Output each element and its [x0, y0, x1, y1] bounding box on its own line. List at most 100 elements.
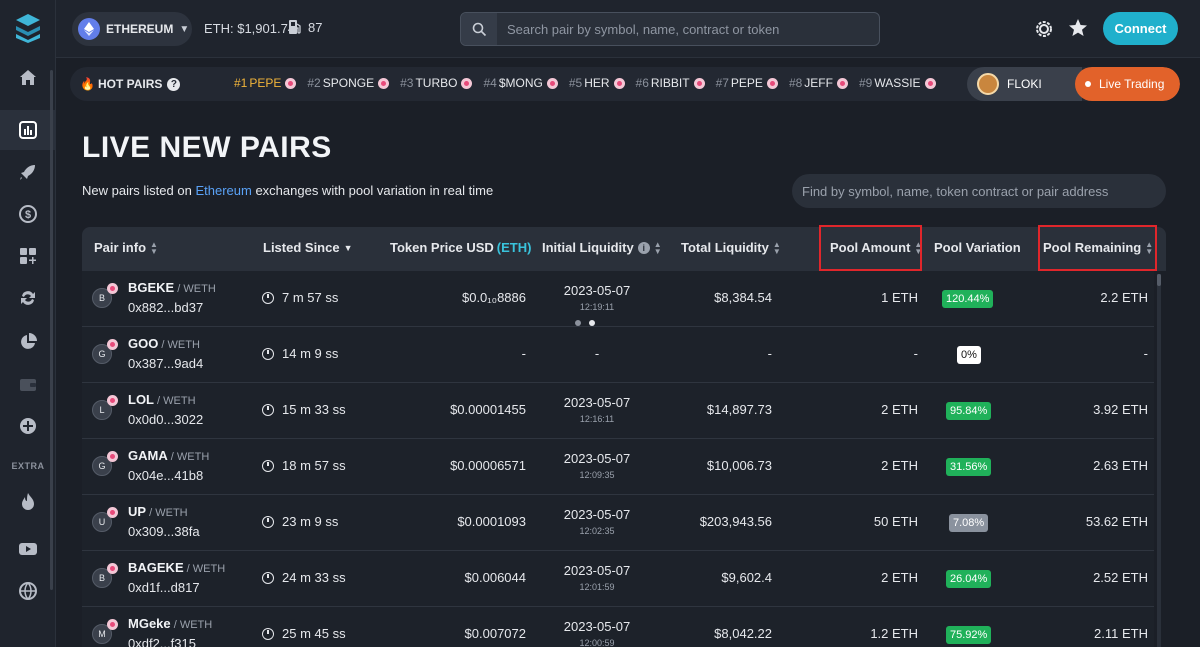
pair-address[interactable]: 0xdf2...f315	[128, 636, 196, 647]
liquidity-date: -	[594, 346, 600, 361]
pair-address[interactable]: 0x0d0...3022	[128, 412, 204, 427]
uniswap-icon	[378, 77, 390, 89]
table-row[interactable]: M MGeke / WETH 0xdf2...f315 25 m 45 ss $…	[82, 607, 1154, 647]
hot-pair-item[interactable]: #6 RIBBIT	[636, 76, 705, 90]
hot-pair-item[interactable]: #2 SPONGE	[307, 76, 390, 90]
promo-name: FLOKI	[1007, 77, 1042, 91]
table-row[interactable]: L LOL / WETH 0x0d0...3022 15 m 33 ss $0.…	[82, 383, 1154, 439]
gear-icon[interactable]	[1033, 18, 1055, 40]
sort-icon: ▲ ▼	[150, 239, 158, 256]
listed-since: 18 m 57 ss	[262, 458, 346, 473]
pool-amount: 1.2 ETH	[870, 626, 918, 641]
col-initial-liquidity[interactable]: Initial Liquidity i ▲ ▼	[542, 239, 662, 256]
pool-amount: 1 ETH	[881, 290, 918, 305]
youtube-icon[interactable]	[0, 529, 56, 569]
apps-icon[interactable]	[0, 236, 56, 276]
pair-address[interactable]: 0x882...bd37	[128, 300, 204, 315]
carousel-dots[interactable]	[575, 320, 603, 326]
network-selector[interactable]: ETHEREUM ▼	[72, 12, 192, 46]
uniswap-icon	[836, 77, 848, 89]
ethereum-link[interactable]: Ethereum	[195, 183, 252, 198]
carousel-dot-active[interactable]	[589, 320, 595, 326]
col-listed-since[interactable]: Listed Since ▼	[263, 240, 353, 255]
pair-symbol[interactable]: GAMA / WETH	[128, 448, 210, 463]
pair-address[interactable]: 0x387...9ad4	[128, 356, 204, 371]
carousel-dot[interactable]	[575, 320, 581, 326]
pool-amount: 2 ETH	[881, 570, 918, 585]
col-token-price[interactable]: Token Price USD (ETH)	[390, 240, 532, 255]
app-logo-icon[interactable]	[12, 12, 44, 44]
hot-pair-item[interactable]: #9 WASSIE	[859, 76, 936, 90]
live-dot-icon	[1085, 81, 1091, 87]
table-scrollbar[interactable]	[1157, 274, 1161, 647]
pool-remaining: 2.52 ETH	[1093, 570, 1148, 585]
wallet-icon[interactable]	[0, 364, 56, 404]
dollar-clock-icon[interactable]: $	[0, 194, 56, 234]
pair-symbol[interactable]: UP / WETH	[128, 504, 188, 519]
ethereum-icon	[78, 18, 100, 40]
pair-symbol[interactable]: MGeke / WETH	[128, 616, 213, 631]
pair-symbol[interactable]: BAGEKE / WETH	[128, 560, 226, 575]
col-pair-info[interactable]: Pair info ▲ ▼	[94, 239, 158, 256]
sidebar-scrollbar[interactable]	[50, 70, 53, 590]
hot-pair-item[interactable]: #3 TURBO	[400, 76, 473, 90]
pair-address[interactable]: 0x309...38fa	[128, 524, 200, 539]
swap-icon[interactable]	[0, 278, 56, 318]
token-price: $0.0001093	[457, 514, 526, 529]
table-row[interactable]: B BGEKE / WETH 0x882...bd37 7 m 57 ss $0…	[82, 271, 1154, 327]
clock-icon	[262, 627, 274, 640]
home-icon[interactable]	[0, 58, 56, 98]
live-trading-label: Live Trading	[1099, 77, 1165, 91]
liquidity-time: 12:16:11	[579, 414, 615, 424]
info-icon[interactable]: i	[637, 241, 650, 254]
token-price: $0.007072	[464, 626, 526, 641]
plus-circle-icon[interactable]	[0, 406, 56, 446]
hot-pair-item[interactable]: #7 PEPE	[716, 76, 778, 90]
col-total-liquidity[interactable]: Total Liquidity ▲ ▼	[681, 239, 781, 256]
rocket-icon[interactable]	[0, 152, 56, 192]
col-pool-remaining[interactable]: Pool Remaining ▲ ▼	[1043, 239, 1154, 256]
table-row[interactable]: G GAMA / WETH 0x04e...41b8 18 m 57 ss $0…	[82, 439, 1154, 495]
hot-pair-item[interactable]: #4 $MONG	[483, 76, 558, 90]
pie-chart-icon[interactable]	[0, 322, 56, 362]
listed-since: 25 m 45 ss	[262, 626, 346, 641]
table-header: Pair info ▲ ▼ Listed Since ▼ Token Price US…	[82, 227, 1166, 271]
star-icon[interactable]	[1067, 17, 1089, 39]
hot-pairs-title: HOT PAIRS	[97, 77, 163, 91]
pool-variation-badge: 120.44%	[942, 290, 994, 308]
clock-icon	[262, 571, 274, 584]
promo-floki[interactable]: FLOKI	[967, 67, 1082, 101]
pool-variation-badge: 95.84%	[946, 402, 992, 420]
pool-amount: 2 ETH	[881, 402, 918, 417]
token-avatar: M	[92, 624, 112, 644]
fire-icon[interactable]	[0, 482, 56, 522]
chart-icon[interactable]	[0, 110, 56, 150]
pool-remaining: 53.62 ETH	[1085, 514, 1148, 529]
pair-filter-input[interactable]	[792, 174, 1166, 208]
live-trading-button[interactable]: Live Trading	[1075, 67, 1180, 101]
pair-symbol[interactable]: BGEKE / WETH	[128, 280, 216, 295]
highlight-pool-remaining	[1038, 225, 1157, 271]
pair-symbol[interactable]: LOL / WETH	[128, 392, 196, 407]
search-input[interactable]	[497, 21, 879, 37]
pair-address[interactable]: 0xd1f...d817	[128, 580, 200, 595]
hot-pair-item[interactable]: #5 HER	[569, 76, 625, 90]
hot-pair-item[interactable]: #1 PEPE	[234, 76, 297, 90]
hot-pair-item[interactable]: #8 JEFF	[789, 76, 848, 90]
table-scroll-thumb[interactable]	[1157, 274, 1161, 286]
col-pool-amount[interactable]: Pool Amount ▲ ▼	[830, 239, 923, 256]
table-row[interactable]: U UP / WETH 0x309...38fa 23 m 9 ss $0.00…	[82, 495, 1154, 551]
token-avatar: L	[92, 400, 112, 420]
table-row[interactable]: G GOO / WETH 0x387...9ad4 14 m 9 ss - - …	[82, 327, 1154, 383]
table-row[interactable]: B BAGEKE / WETH 0xd1f...d817 24 m 33 ss …	[82, 551, 1154, 607]
globe-icon[interactable]	[0, 571, 56, 611]
connect-button[interactable]: Connect	[1103, 12, 1178, 45]
hot-pairs-list: #1 PEPE #2 SPONGE #3 TURBO #4 $MONG #5 HER #6…	[234, 76, 947, 90]
col-pool-variation[interactable]: Pool Variation	[934, 240, 1021, 255]
hot-pairs-bar: 🔥 HOT PAIRS ? #1 PEPE #2 SPONGE #3 TURBO #4…	[70, 67, 1180, 101]
pair-address[interactable]: 0x04e...41b8	[128, 468, 204, 483]
pair-symbol[interactable]: GOO / WETH	[128, 336, 200, 351]
help-icon[interactable]: ?	[167, 77, 181, 91]
uniswap-icon	[107, 283, 118, 294]
search-icon[interactable]	[461, 13, 497, 45]
